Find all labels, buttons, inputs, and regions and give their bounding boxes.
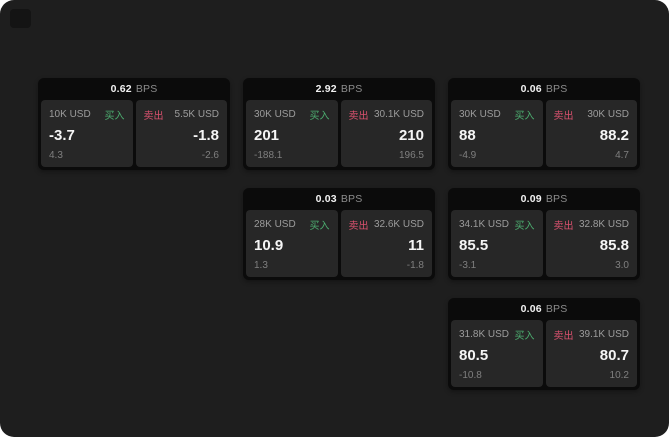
sell-delta: -1.8 xyxy=(406,260,424,271)
sell-panel[interactable]: 卖出 30K USD 88.2 4.7 xyxy=(545,100,637,167)
buy-delta: -10.8 xyxy=(459,370,482,381)
bps-unit: BPS xyxy=(340,83,363,95)
buy-size: 10K USD xyxy=(49,109,91,120)
sell-panel[interactable]: 卖出 5.5K USD -1.8 -2.6 xyxy=(135,100,227,167)
buy-size: 34.1K USD xyxy=(459,219,510,230)
sell-delta: 4.7 xyxy=(615,150,629,161)
bps-header: 0.03 BPS xyxy=(243,188,435,210)
buy-side-label: 买入 xyxy=(514,111,535,122)
sell-panel[interactable]: 卖出 32.6K USD 11 -1.8 xyxy=(340,210,432,277)
sell-side-label: 卖出 xyxy=(348,221,369,232)
buy-size: 31.8K USD xyxy=(459,329,510,340)
sell-size: 5.5K USD xyxy=(174,109,219,120)
sell-delta: -2.6 xyxy=(201,150,219,161)
sell-delta: 10.2 xyxy=(609,370,629,381)
bps-unit: BPS xyxy=(340,193,363,205)
buy-price: 201 xyxy=(254,127,280,144)
buy-panel[interactable]: 30K USD 买入 88 -4.9 xyxy=(451,100,543,167)
buy-price: 10.9 xyxy=(254,237,284,254)
buy-panel[interactable]: 10K USD 买入 -3.7 4.3 xyxy=(41,100,133,167)
sell-size: 32.6K USD xyxy=(373,219,424,230)
sell-panel[interactable]: 卖出 32.8K USD 85.8 3.0 xyxy=(545,210,637,277)
buy-delta: -188.1 xyxy=(254,150,283,161)
sell-size: 39.1K USD xyxy=(578,329,629,340)
buy-panel[interactable]: 34.1K USD 买入 85.5 -3.1 xyxy=(451,210,543,277)
bps-unit: BPS xyxy=(545,83,568,95)
bps-header: 0.62 BPS xyxy=(38,78,230,100)
buy-size: 28K USD xyxy=(254,219,296,230)
sell-side-label: 卖出 xyxy=(553,331,574,342)
buy-panel[interactable]: 31.8K USD 买入 80.5 -10.8 xyxy=(451,320,543,387)
sell-price: 11 xyxy=(408,237,424,254)
sell-size: 32.8K USD xyxy=(578,219,629,230)
bps-value: 0.09 xyxy=(520,193,542,205)
bps-header: 0.06 BPS xyxy=(448,78,640,100)
bps-header: 2.92 BPS xyxy=(243,78,435,100)
buy-panel[interactable]: 30K USD 买入 201 -188.1 xyxy=(246,100,338,167)
buy-side-label: 买入 xyxy=(514,331,535,342)
bps-value: 0.06 xyxy=(520,83,542,95)
bps-unit: BPS xyxy=(545,303,568,315)
buy-price: 80.5 xyxy=(459,347,489,364)
buy-panel[interactable]: 28K USD 买入 10.9 1.3 xyxy=(246,210,338,277)
bps-unit: BPS xyxy=(135,83,158,95)
buy-delta: -4.9 xyxy=(459,150,477,161)
quote-card: 0.06 BPS 31.8K USD 买入 80.5 -10.8 卖出 39.1K… xyxy=(448,298,640,390)
sell-side-label: 卖出 xyxy=(553,111,574,122)
bps-value: 2.92 xyxy=(315,83,337,95)
quote-card: 2.92 BPS 30K USD 买入 201 -188.1 卖出 30.1K U… xyxy=(243,78,435,170)
quote-card: 0.09 BPS 34.1K USD 买入 85.5 -3.1 卖出 32.8K … xyxy=(448,188,640,280)
sell-panel[interactable]: 卖出 30.1K USD 210 196.5 xyxy=(340,100,432,167)
quote-card: 0.06 BPS 30K USD 买入 88 -4.9 卖出 30K USD 88… xyxy=(448,78,640,170)
sell-price: 85.8 xyxy=(599,237,629,254)
bps-value: 0.03 xyxy=(315,193,337,205)
sell-price: 80.7 xyxy=(599,347,629,364)
bps-header: 0.09 BPS xyxy=(448,188,640,210)
sell-price: -1.8 xyxy=(193,127,219,144)
sell-delta: 196.5 xyxy=(398,150,424,161)
bps-unit: BPS xyxy=(545,193,568,205)
sell-price: 210 xyxy=(398,127,424,144)
buy-price: -3.7 xyxy=(49,127,75,144)
bps-header: 0.06 BPS xyxy=(448,298,640,320)
sell-size: 30.1K USD xyxy=(373,109,424,120)
buy-side-label: 买入 xyxy=(104,111,125,122)
bps-value: 0.62 xyxy=(110,83,132,95)
bps-value: 0.06 xyxy=(520,303,542,315)
sell-price: 88.2 xyxy=(599,127,629,144)
quote-card: 0.62 BPS 10K USD 买入 -3.7 4.3 卖出 5.5K USD … xyxy=(38,78,230,170)
corner-button[interactable] xyxy=(10,9,31,28)
sell-side-label: 卖出 xyxy=(348,111,369,122)
buy-size: 30K USD xyxy=(254,109,296,120)
sell-side-label: 卖出 xyxy=(553,221,574,232)
buy-price: 85.5 xyxy=(459,237,489,254)
quote-card: 0.03 BPS 28K USD 买入 10.9 1.3 卖出 32.6K USD… xyxy=(243,188,435,280)
sell-panel[interactable]: 卖出 39.1K USD 80.7 10.2 xyxy=(545,320,637,387)
buy-size: 30K USD xyxy=(459,109,501,120)
buy-side-label: 买入 xyxy=(309,221,330,232)
buy-price: 88 xyxy=(459,127,476,144)
sell-size: 30K USD xyxy=(587,109,629,120)
buy-side-label: 买入 xyxy=(309,111,330,122)
sell-side-label: 卖出 xyxy=(143,111,164,122)
buy-delta: 4.3 xyxy=(49,150,63,161)
buy-side-label: 买入 xyxy=(514,221,535,232)
buy-delta: 1.3 xyxy=(254,260,268,271)
sell-delta: 3.0 xyxy=(615,260,629,271)
buy-delta: -3.1 xyxy=(459,260,477,271)
